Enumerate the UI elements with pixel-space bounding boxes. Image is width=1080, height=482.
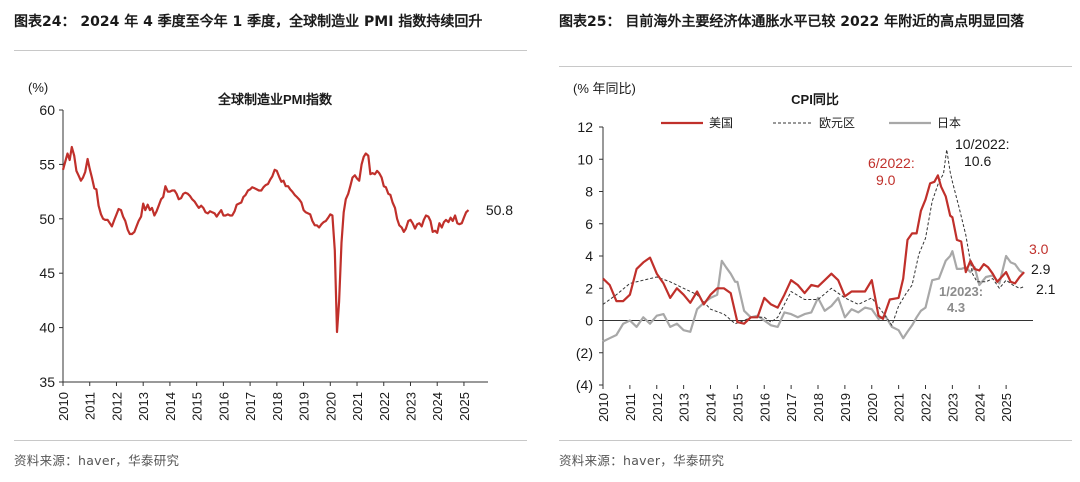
- x-tick-label: 2025: [457, 392, 472, 421]
- x-tick-label: 2023: [945, 393, 960, 422]
- y-tick-label: 60: [39, 102, 55, 118]
- x-tick-label: 2017: [243, 392, 258, 421]
- x-tick-label: 2018: [270, 392, 285, 421]
- legend-label-us: 美国: [709, 116, 733, 130]
- left-source-note: 资料来源：haver，华泰研究: [14, 453, 180, 468]
- left-source-rule: [14, 440, 527, 441]
- x-tick-label: 2025: [999, 393, 1014, 422]
- us-peak-value-label: 9.0: [876, 172, 896, 188]
- y-tick-label: 2: [585, 280, 593, 296]
- right-figure-title: 图表25： 目前海外主要经济体通胀水平已较 2022 年附近的高点明显回落: [559, 14, 1025, 30]
- y-tick-label: 4: [585, 248, 593, 264]
- x-tick-label: 2014: [704, 393, 719, 422]
- x-tick-label: 2016: [216, 392, 231, 421]
- x-tick-label: 2020: [865, 393, 880, 422]
- right-source-rule: [559, 440, 1072, 441]
- left-figure: 图表24： 2024 年 4 季度至今年 1 季度，全球制造业 PMI 指数持续…: [0, 0, 535, 482]
- chart-title: CPI同比: [791, 92, 839, 107]
- end-value-label: 50.8: [486, 202, 513, 218]
- x-tick-label: 2019: [297, 392, 312, 421]
- y-tick-label: 12: [577, 119, 593, 135]
- x-tick-label: 2012: [650, 393, 665, 422]
- left-title-rule: [14, 50, 527, 51]
- y-tick-label: 40: [39, 320, 55, 336]
- x-tick-label: 2018: [811, 393, 826, 422]
- x-tick-label: 2020: [323, 392, 338, 421]
- y-tick-label: (2): [576, 345, 593, 361]
- x-tick-label: 2012: [109, 392, 124, 421]
- ea-end-label: 2.1: [1036, 281, 1056, 297]
- y-tick-label: 35: [39, 374, 55, 390]
- left-figure-title: 图表24： 2024 年 4 季度至今年 1 季度，全球制造业 PMI 指数持续…: [14, 14, 483, 30]
- x-tick-label: 2010: [596, 393, 611, 422]
- x-tick-label: 2014: [163, 392, 178, 421]
- x-tick-label: 2010: [56, 392, 71, 421]
- y-tick-label: 45: [39, 265, 55, 281]
- jp-peak-date-label: 1/2023:: [939, 284, 983, 299]
- x-tick-label: 2023: [403, 392, 418, 421]
- y-tick-label: 10: [577, 151, 593, 167]
- right-source-note: 资料来源：haver，华泰研究: [559, 453, 725, 468]
- x-tick-label: 2013: [677, 393, 692, 422]
- x-tick-label: 2021: [350, 392, 365, 421]
- jp-end-label: 2.9: [1031, 261, 1051, 277]
- y-tick-label: 6: [585, 216, 593, 232]
- us-end-label: 3.0: [1029, 241, 1049, 257]
- cpi-series-jp: [602, 250, 1025, 343]
- y-tick-label: 55: [39, 156, 55, 172]
- ea-peak-date-label: 10/2022:: [955, 136, 1010, 152]
- x-tick-label: 2022: [377, 392, 392, 421]
- y-axis-unit: (% 年同比): [573, 81, 636, 96]
- jp-peak-value-label: 4.3: [947, 300, 965, 315]
- x-tick-label: 2011: [83, 392, 98, 420]
- y-tick-label: 0: [585, 313, 593, 329]
- right-figure: 图表25： 目前海外主要经济体通胀水平已较 2022 年附近的高点明显回落 (%…: [545, 0, 1080, 482]
- x-tick-label: 2017: [784, 393, 799, 422]
- x-tick-label: 2015: [730, 393, 745, 422]
- x-tick-label: 2022: [919, 393, 934, 422]
- x-tick-label: 2021: [892, 393, 907, 422]
- x-tick-label: 2024: [972, 393, 987, 422]
- y-tick-label: 50: [39, 211, 55, 227]
- legend-label-jp: 日本: [937, 116, 961, 130]
- right-title-rule: [559, 66, 1072, 67]
- y-tick-label: 8: [585, 184, 593, 200]
- y-axis-unit: (%): [28, 80, 48, 95]
- legend-label-ea: 欧元区: [819, 116, 855, 130]
- x-tick-label: 2013: [136, 392, 151, 421]
- x-tick-label: 2011: [623, 393, 638, 421]
- x-tick-label: 2019: [838, 393, 853, 422]
- cpi-series-us: [602, 174, 1025, 325]
- y-tick-label: (4): [576, 377, 593, 393]
- x-tick-label: 2016: [757, 393, 772, 422]
- pmi-series-line: [61, 145, 470, 334]
- chart-title: 全球制造业PMI指数: [217, 92, 333, 107]
- ea-peak-value-label: 10.6: [964, 153, 991, 169]
- left-pmi-chart: (%) 全球制造业PMI指数 35 40 45 50 55 60 2010 2011 2012 201…: [28, 80, 513, 421]
- x-tick-label: 2024: [430, 392, 445, 421]
- us-peak-date-label: 6/2022:: [868, 155, 915, 171]
- x-tick-label: 2015: [190, 392, 205, 421]
